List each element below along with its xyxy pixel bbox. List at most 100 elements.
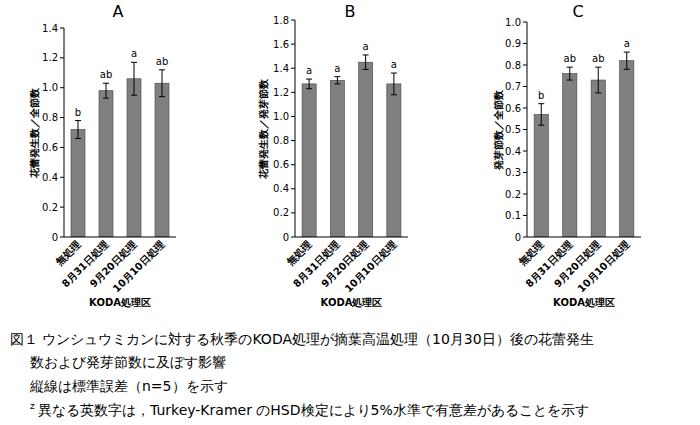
y-tick-label: 0.2 <box>273 207 289 218</box>
significance-letter: ab <box>564 53 576 64</box>
y-tick <box>291 188 295 189</box>
y-tick <box>291 237 295 238</box>
y-tick <box>60 147 64 148</box>
y-tick-label: 1.0 <box>273 111 289 122</box>
x-axis-label: KODA処理区 <box>321 297 383 308</box>
y-tick-label: 1.2 <box>42 52 58 63</box>
y-tick-label: 0.1 <box>505 210 521 221</box>
y-tick <box>60 177 64 178</box>
x-axis-label: KODA処理区 <box>553 297 615 308</box>
caption: 図１ ウンシュウミカンに対する秋季のKODA処理が摘葉高温処理（10月30日）後… <box>10 331 594 418</box>
y-tick-label: 0 <box>515 232 521 243</box>
y-tick <box>291 68 295 69</box>
y-tick-label: 1.4 <box>273 63 289 74</box>
x-axis <box>527 237 641 238</box>
y-tick <box>291 140 295 141</box>
chart-title: C <box>572 2 583 21</box>
y-axis <box>295 20 296 237</box>
bar <box>127 79 141 237</box>
x-tick-label: 10月10日処理 <box>343 239 399 295</box>
significance-letter: a <box>131 48 137 59</box>
y-tick <box>523 129 527 130</box>
y-tick-label: 1.0 <box>505 17 521 28</box>
bar <box>99 91 113 237</box>
caption-note-mark: z <box>30 401 35 411</box>
y-tick-label: 0 <box>283 232 289 243</box>
chart-title: B <box>345 2 356 21</box>
error-bar <box>567 67 573 80</box>
x-axis-label: KODA処理区 <box>89 297 151 308</box>
error-bar <box>159 70 165 97</box>
y-tick <box>60 87 64 88</box>
marks <box>302 55 401 237</box>
error-bar <box>624 52 630 69</box>
significance-letter: a <box>363 41 369 52</box>
y-tick-label: 0.4 <box>273 183 289 194</box>
y-tick-label: 0.5 <box>505 124 521 135</box>
bar <box>591 80 605 237</box>
y-tick-label: 0.6 <box>42 142 58 153</box>
y-tick-label: 0.2 <box>505 189 521 200</box>
y-tick <box>523 43 527 44</box>
chart: Cbababa00.10.20.30.40.50.60.70.80.91.0無処… <box>493 2 641 308</box>
significance-letter: ab <box>156 56 168 67</box>
y-tick-label: 1.6 <box>273 39 289 50</box>
significance-letter: b <box>538 90 544 101</box>
bar <box>359 62 373 237</box>
y-tick <box>60 207 64 208</box>
significance-letter: b <box>75 107 81 118</box>
y-axis-label: 花蕾発生数／全節数 <box>29 87 41 179</box>
significance-letter: ab <box>100 69 112 80</box>
y-tick <box>291 164 295 165</box>
y-tick-label: 0.4 <box>42 172 58 183</box>
y-tick <box>523 194 527 195</box>
y-tick-label: 0.8 <box>42 112 58 123</box>
x-axis <box>295 237 408 238</box>
y-tick <box>60 57 64 58</box>
significance-letter: a <box>334 63 340 74</box>
bar <box>330 80 344 237</box>
error-bar <box>595 67 601 93</box>
y-tick-label: 1.0 <box>42 82 58 93</box>
y-tick-label: 0 <box>52 232 58 243</box>
error-bar <box>334 77 340 84</box>
caption-line: 数および発芽節数に及ぼす影響 <box>30 354 226 370</box>
significance-letter: a <box>624 38 630 49</box>
y-axis-label: 発芽節数／全節数 <box>493 89 505 171</box>
y-tick-label: 0.9 <box>505 38 521 49</box>
bar <box>620 61 634 237</box>
y-tick <box>523 65 527 66</box>
y-tick <box>291 20 295 21</box>
bar <box>155 83 169 237</box>
y-tick <box>523 237 527 238</box>
y-tick-label: 1.4 <box>42 23 58 34</box>
y-tick <box>291 212 295 213</box>
chart: Ababaab00.20.40.60.81.01.21.4無処理8月31日処理9… <box>29 2 176 308</box>
y-tick-label: 1.8 <box>273 15 289 26</box>
error-bar <box>131 62 137 95</box>
y-tick <box>523 151 527 152</box>
bar <box>387 84 401 237</box>
y-tick-label: 0.6 <box>505 103 521 114</box>
y-axis-label: 花蕾発生数／発芽節数 <box>258 78 270 180</box>
error-bar <box>103 83 109 98</box>
caption-line: 図１ ウンシュウミカンに対する秋季のKODA処理が摘葉高温処理（10月30日）後… <box>10 331 594 347</box>
y-tick-label: 0.7 <box>505 81 521 92</box>
y-tick-label: 0.3 <box>505 167 521 178</box>
error-bar <box>363 55 369 69</box>
error-bar <box>75 121 81 139</box>
caption-line: 縦線は標準誤差（n=5）を示す <box>29 378 228 394</box>
chart: Baaaa00.20.40.60.81.01.21.41.61.8無処理8月31… <box>258 2 408 308</box>
bar <box>302 84 316 237</box>
marks <box>71 62 169 237</box>
significance-letter: a <box>306 65 312 76</box>
chart-title: A <box>113 2 124 21</box>
error-bar <box>306 79 312 89</box>
y-tick <box>523 108 527 109</box>
x-tick-label: 10月10日処理 <box>111 239 167 295</box>
bar <box>71 130 85 237</box>
y-tick-label: 0.2 <box>42 202 58 213</box>
error-bar <box>538 104 544 126</box>
x-tick-label: 10月10日処理 <box>575 239 631 295</box>
x-axis <box>64 237 176 238</box>
